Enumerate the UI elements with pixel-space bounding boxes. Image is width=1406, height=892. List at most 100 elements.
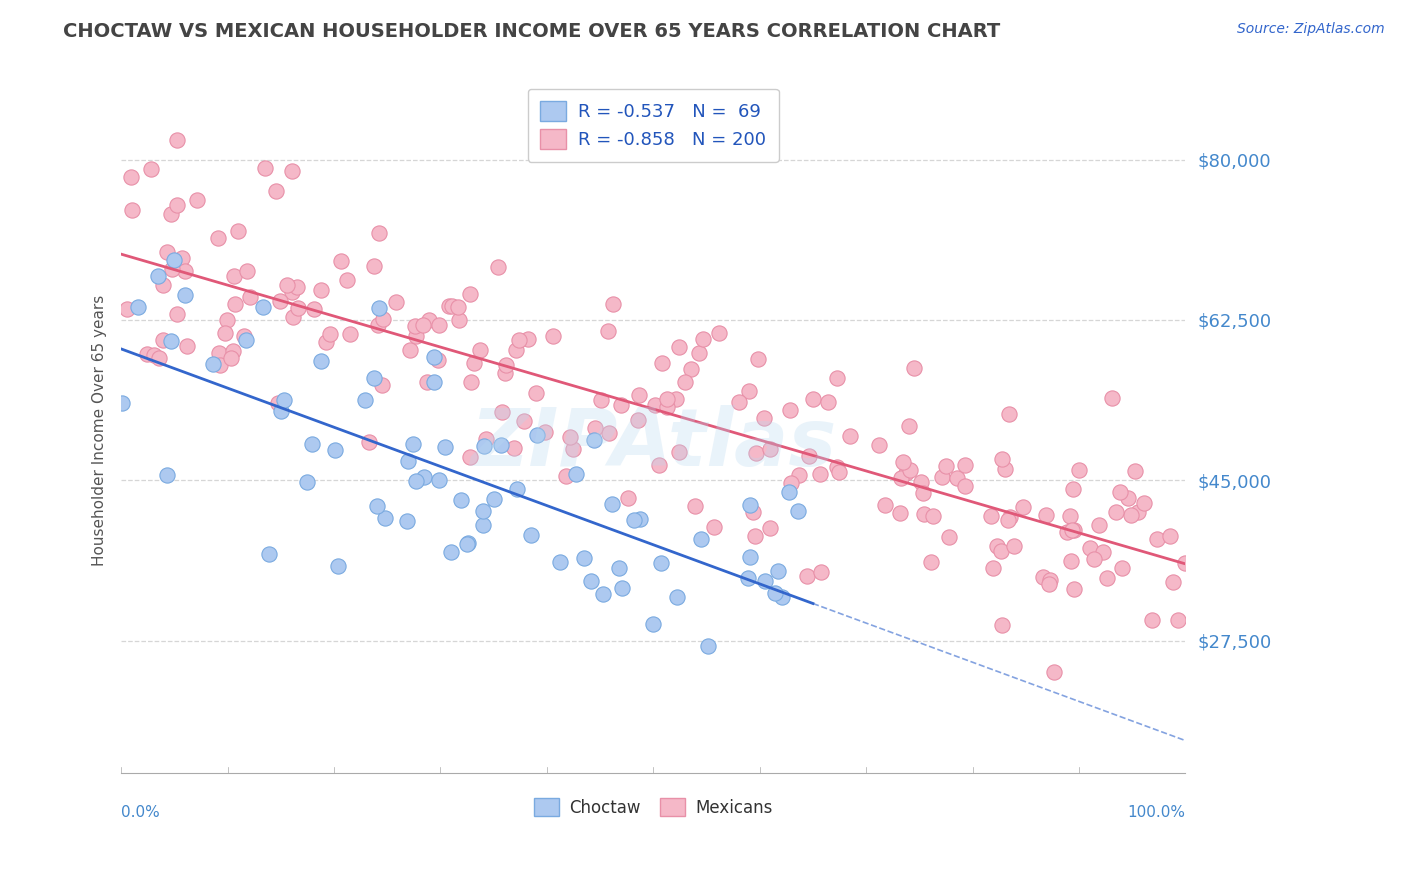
Choctaw — [174, 288, 197, 302]
Mexicans — [728, 395, 751, 409]
Mexicans — [920, 555, 942, 569]
Mexicans — [186, 193, 208, 207]
Mexicans — [779, 403, 801, 417]
Mexicans — [839, 429, 862, 443]
Mexicans — [233, 329, 256, 343]
Mexicans — [120, 170, 142, 185]
Mexicans — [440, 299, 463, 313]
Choctaw — [366, 499, 388, 513]
Mexicans — [752, 410, 775, 425]
Mexicans — [1063, 523, 1085, 537]
Choctaw — [374, 511, 396, 525]
Mexicans — [266, 396, 288, 410]
Mexicans — [744, 529, 766, 543]
Choctaw — [127, 300, 149, 314]
Mexicans — [912, 486, 935, 500]
Mexicans — [953, 458, 976, 472]
Mexicans — [503, 441, 526, 455]
Mexicans — [222, 269, 245, 284]
Mexicans — [651, 355, 673, 369]
Choctaw — [427, 473, 450, 487]
Mexicans — [808, 467, 831, 482]
Mexicans — [562, 442, 585, 457]
Mexicans — [912, 507, 935, 521]
Choctaw — [768, 564, 790, 578]
Choctaw — [641, 617, 664, 632]
Choctaw — [579, 574, 602, 588]
Mexicans — [166, 306, 188, 320]
Choctaw — [413, 469, 436, 483]
Choctaw — [440, 545, 463, 559]
Mexicans — [873, 498, 896, 512]
Mexicans — [889, 506, 911, 520]
Mexicans — [447, 312, 470, 326]
Mexicans — [1032, 570, 1054, 584]
Choctaw — [273, 392, 295, 407]
Mexicans — [1043, 665, 1066, 680]
Mexicans — [367, 318, 389, 332]
Choctaw — [697, 640, 720, 654]
Mexicans — [1083, 551, 1105, 566]
Mexicans — [598, 324, 620, 338]
Mexicans — [418, 313, 440, 327]
Mexicans — [404, 319, 426, 334]
Mexicans — [953, 479, 976, 493]
Mexicans — [1002, 539, 1025, 553]
Mexicans — [801, 392, 824, 407]
Mexicans — [780, 475, 803, 490]
Mexicans — [494, 367, 516, 381]
Mexicans — [946, 471, 969, 485]
Choctaw — [323, 443, 346, 458]
Choctaw — [450, 492, 472, 507]
Mexicans — [371, 377, 394, 392]
Mexicans — [990, 544, 1012, 558]
Mexicans — [285, 280, 308, 294]
Mexicans — [236, 263, 259, 277]
Choctaw — [252, 301, 274, 315]
Mexicans — [264, 184, 287, 198]
Mexicans — [311, 283, 333, 297]
Mexicans — [412, 318, 434, 332]
Mexicans — [598, 425, 620, 440]
Mexicans — [1159, 529, 1181, 543]
Mexicans — [1063, 582, 1085, 597]
Choctaw — [160, 334, 183, 348]
Mexicans — [742, 505, 765, 519]
Mexicans — [276, 277, 298, 292]
Choctaw — [548, 555, 571, 569]
Mexicans — [156, 245, 179, 260]
Mexicans — [508, 334, 530, 348]
Mexicans — [367, 226, 389, 240]
Choctaw — [257, 547, 280, 561]
Mexicans — [1140, 613, 1163, 627]
Text: 100.0%: 100.0% — [1128, 805, 1185, 821]
Choctaw — [363, 370, 385, 384]
Mexicans — [173, 264, 195, 278]
Mexicans — [583, 421, 606, 435]
Choctaw — [610, 582, 633, 596]
Mexicans — [463, 356, 485, 370]
Mexicans — [796, 569, 818, 583]
Mexicans — [427, 318, 450, 332]
Mexicans — [668, 340, 690, 354]
Mexicans — [1133, 496, 1156, 510]
Mexicans — [644, 398, 666, 412]
Mexicans — [468, 343, 491, 357]
Mexicans — [427, 352, 450, 367]
Mexicans — [894, 466, 917, 480]
Mexicans — [738, 384, 761, 399]
Mexicans — [627, 413, 650, 427]
Mexicans — [998, 408, 1021, 422]
Choctaw — [520, 528, 543, 542]
Mexicans — [160, 262, 183, 277]
Mexicans — [458, 450, 481, 464]
Choctaw — [482, 491, 505, 506]
Mexicans — [1000, 509, 1022, 524]
Mexicans — [938, 530, 960, 544]
Mexicans — [555, 469, 578, 483]
Mexicans — [253, 161, 276, 175]
Mexicans — [1166, 613, 1188, 627]
Mexicans — [747, 352, 769, 367]
Mexicans — [399, 343, 422, 358]
Choctaw — [526, 427, 548, 442]
